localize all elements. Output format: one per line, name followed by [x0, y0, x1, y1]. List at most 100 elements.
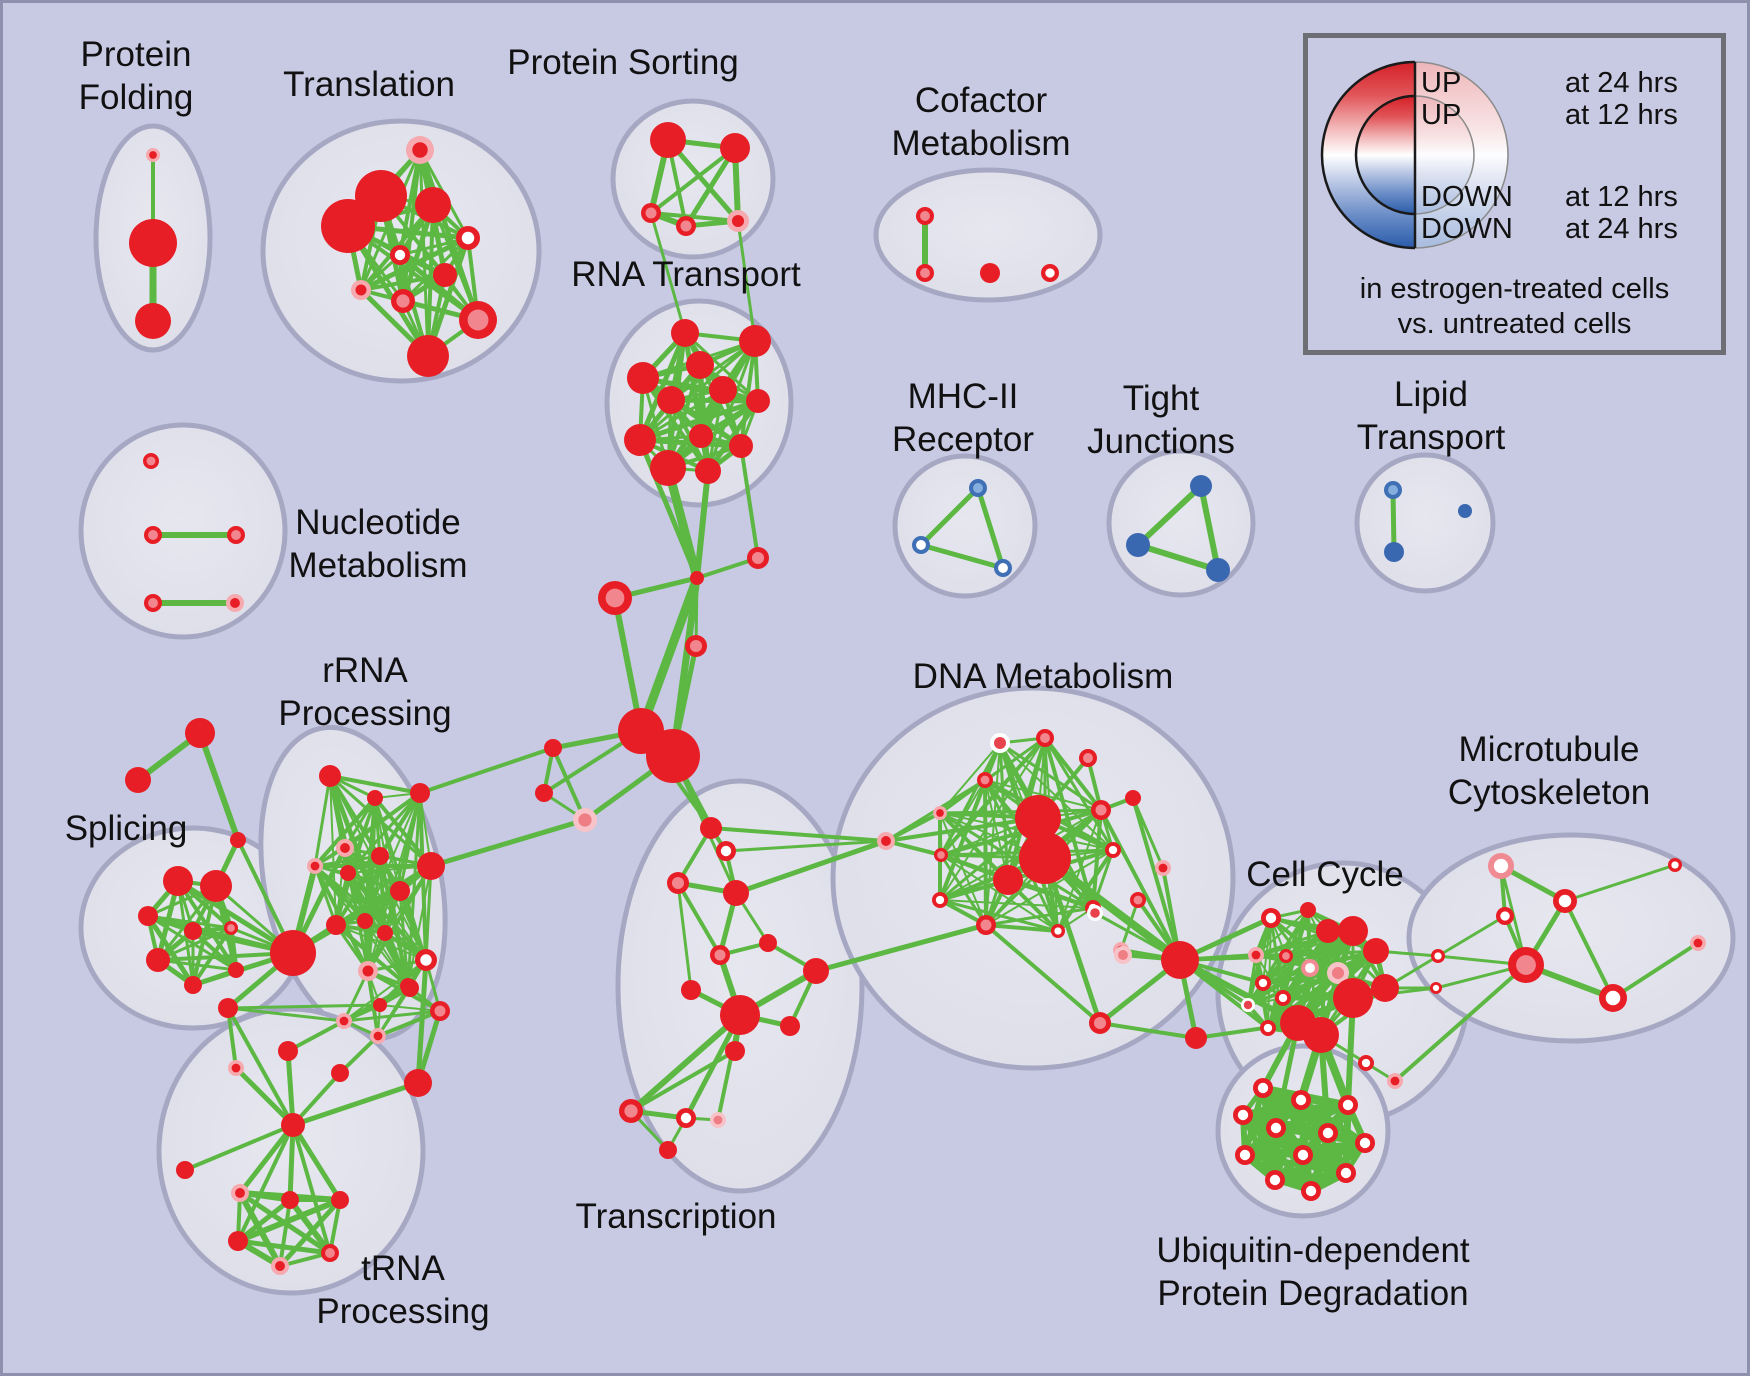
network-edge: [1563, 899, 1615, 1000]
network-node-core: [339, 1016, 349, 1026]
legend-down-24-term: DOWN: [1421, 213, 1513, 245]
network-node-core: [1388, 485, 1398, 495]
network-node: [357, 913, 373, 929]
network-edge: [415, 957, 429, 1086]
network-edge: [379, 1004, 441, 1012]
network-node: [803, 958, 829, 984]
network-edge: [233, 1065, 296, 1128]
network-edge: [1135, 483, 1204, 548]
network-node-core: [1282, 952, 1290, 960]
cluster-ellipse-lipid-transport: [1354, 452, 1496, 594]
network-node-core: [1305, 963, 1315, 973]
network-node-core: [1258, 978, 1268, 988]
network-node-core: [310, 861, 320, 871]
network-edge: [1198, 483, 1221, 573]
network-node-core: [1331, 966, 1345, 980]
network-node-core: [1040, 733, 1050, 743]
network-node-core: [731, 214, 745, 228]
network-edge: [984, 736, 1047, 927]
network-edge: [683, 331, 760, 403]
network-node-core: [1054, 927, 1062, 935]
network-node: [326, 915, 346, 935]
network-edge: [736, 219, 757, 343]
network-edge: [706, 339, 757, 473]
network-node: [720, 133, 750, 163]
network-edge: [156, 926, 233, 962]
network-node-core: [467, 309, 489, 331]
network-edge: [676, 881, 693, 992]
network-node: [690, 571, 704, 585]
network-node-core: [362, 965, 374, 977]
network-node: [993, 865, 1023, 895]
network-node-core: [148, 598, 158, 608]
network-edge: [290, 1122, 343, 1203]
network-node-core: [412, 142, 428, 158]
network-node-core: [1434, 952, 1442, 960]
network-node: [646, 729, 700, 783]
network-edge: [705, 398, 761, 474]
network-edge: [376, 1009, 442, 1038]
network-node: [278, 1041, 298, 1061]
cluster-ellipse-transcription: [615, 778, 865, 1194]
network-edge: [1265, 970, 1341, 1031]
network-node: [228, 962, 244, 978]
network-edge: [287, 1197, 333, 1256]
network-edge: [226, 1006, 295, 1127]
network-edge: [287, 1122, 296, 1203]
network-node: [410, 783, 430, 803]
network-node: [129, 219, 177, 267]
network-node: [200, 870, 232, 902]
network-node: [650, 450, 686, 486]
network-node-core: [340, 843, 350, 853]
network-node-core: [325, 1248, 335, 1258]
network-node: [759, 934, 777, 952]
network-node: [125, 767, 151, 793]
network-node: [780, 1016, 800, 1036]
network-edge: [328, 774, 422, 795]
network-node: [163, 866, 193, 896]
network-edge: [291, 1123, 332, 1255]
network-node-core: [1083, 753, 1093, 763]
network-node-core: [689, 639, 703, 653]
network-edge: [329, 775, 337, 926]
network-edge: [1255, 909, 1309, 956]
network-node-core: [373, 1031, 383, 1041]
network-edge: [290, 1080, 421, 1128]
network-node-core: [396, 294, 410, 308]
network-node-core: [1269, 1174, 1281, 1186]
legend-disk-half: [1415, 96, 1474, 214]
network-node: [270, 930, 316, 976]
network-node: [1371, 974, 1399, 1002]
network-node-core: [275, 1261, 285, 1271]
network-node-core: [1237, 1109, 1249, 1121]
network-edge: [939, 737, 1046, 901]
network-node: [746, 389, 770, 413]
cluster-ellipse-nucleotide-metabolism: [78, 422, 288, 640]
network-node-core: [1270, 1122, 1282, 1134]
network-edge: [938, 898, 1060, 933]
network-edge: [1393, 963, 1528, 1083]
network-node-core: [751, 551, 765, 565]
network-node: [1384, 542, 1404, 562]
legend-up-24-term: UP: [1421, 67, 1462, 99]
network-node: [321, 199, 375, 253]
network-node-core: [1558, 894, 1572, 908]
network-edge: [235, 1197, 293, 1244]
network-node-core: [1305, 1185, 1317, 1197]
network-node: [657, 386, 685, 414]
network-node: [720, 995, 760, 1035]
network-edge: [398, 889, 428, 962]
network-node: [184, 976, 202, 994]
network-node-core: [1342, 1099, 1354, 1111]
network-node-core: [1263, 1023, 1273, 1033]
network-edge: [1099, 808, 1182, 962]
network-node: [544, 739, 562, 757]
legend-outer-left-outline: [1320, 60, 1416, 250]
network-edge: [1042, 855, 1103, 1026]
network-node: [319, 765, 341, 787]
legend-outer-right-outline: [1414, 61, 1509, 249]
network-node: [401, 979, 419, 997]
network-node-core: [230, 598, 240, 608]
network-node-core: [434, 1005, 446, 1017]
network-node-core: [146, 456, 156, 466]
